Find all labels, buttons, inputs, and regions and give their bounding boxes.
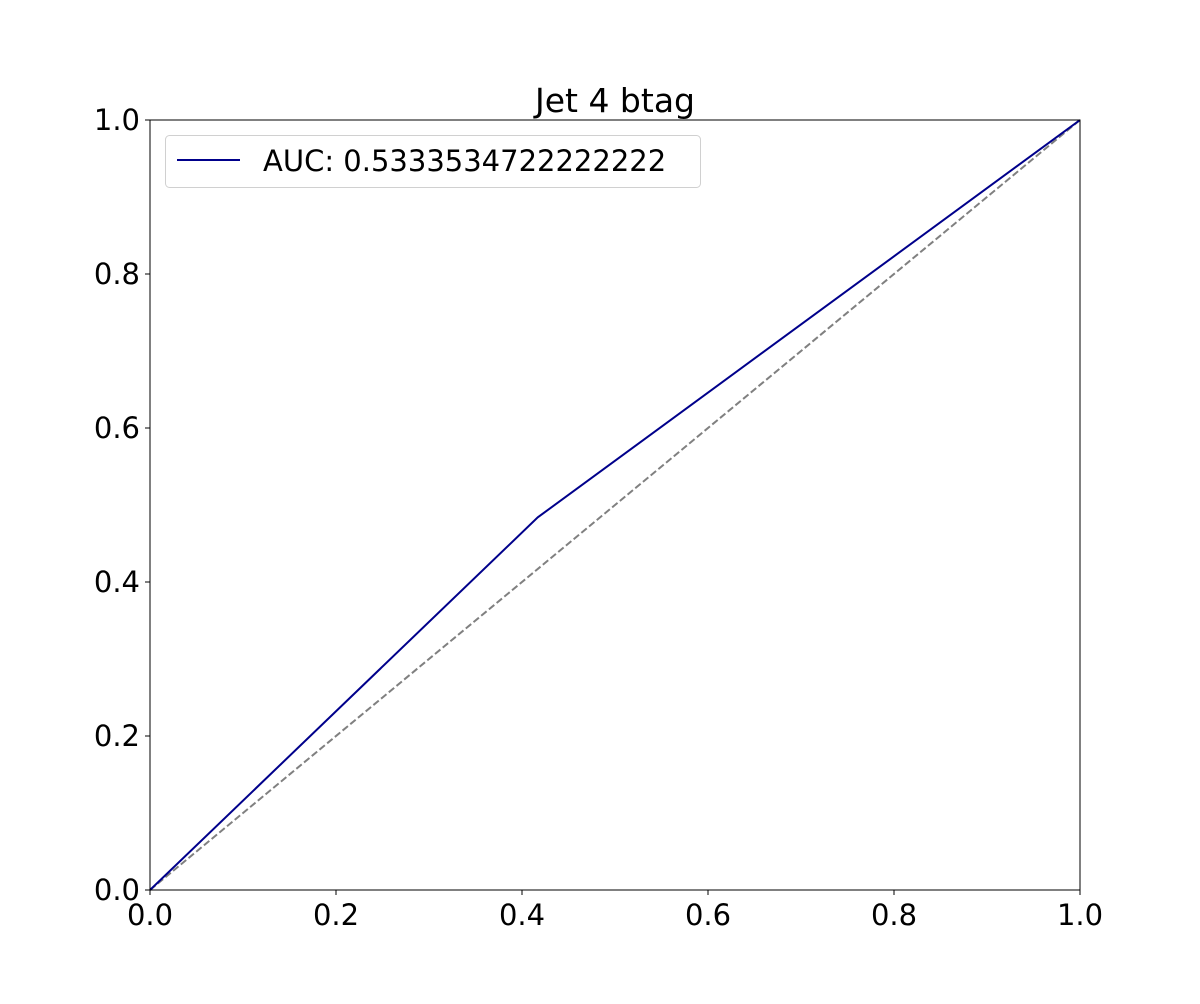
y-tick-label: 0.2 [94,719,140,753]
plot-frame [149,119,1081,891]
x-tick-label: 0.4 [499,898,545,932]
chart-title: Jet 4 btag [533,81,695,120]
x-tick-label: 0.6 [685,898,731,932]
legend: AUC: 0.5333534722222222 [165,135,701,188]
x-tick-label: 0.8 [871,898,917,932]
chance-line [149,119,1081,891]
series-layer [149,119,1081,891]
y-tick-label: 0.4 [94,565,140,599]
y-tick-label: 0.6 [94,411,140,445]
ticks-layer: 0.0 0.2 0.4 0.6 0.8 1.0 0.0 0.2 0.4 0.6 0.8 1.0 [94,103,1103,932]
y-tick-label: 1.0 [94,103,140,137]
legend-box [165,135,701,188]
x-tick-label: 1.0 [1057,898,1103,932]
x-tick-label: 0.2 [313,898,359,932]
legend-label: AUC: 0.5333534722222222 [263,144,666,178]
y-tick-label: 0.8 [94,257,140,291]
y-tick-label: 0.0 [94,873,140,907]
x-tick-label: 0.0 [127,898,173,932]
roc-curve [149,119,1081,891]
